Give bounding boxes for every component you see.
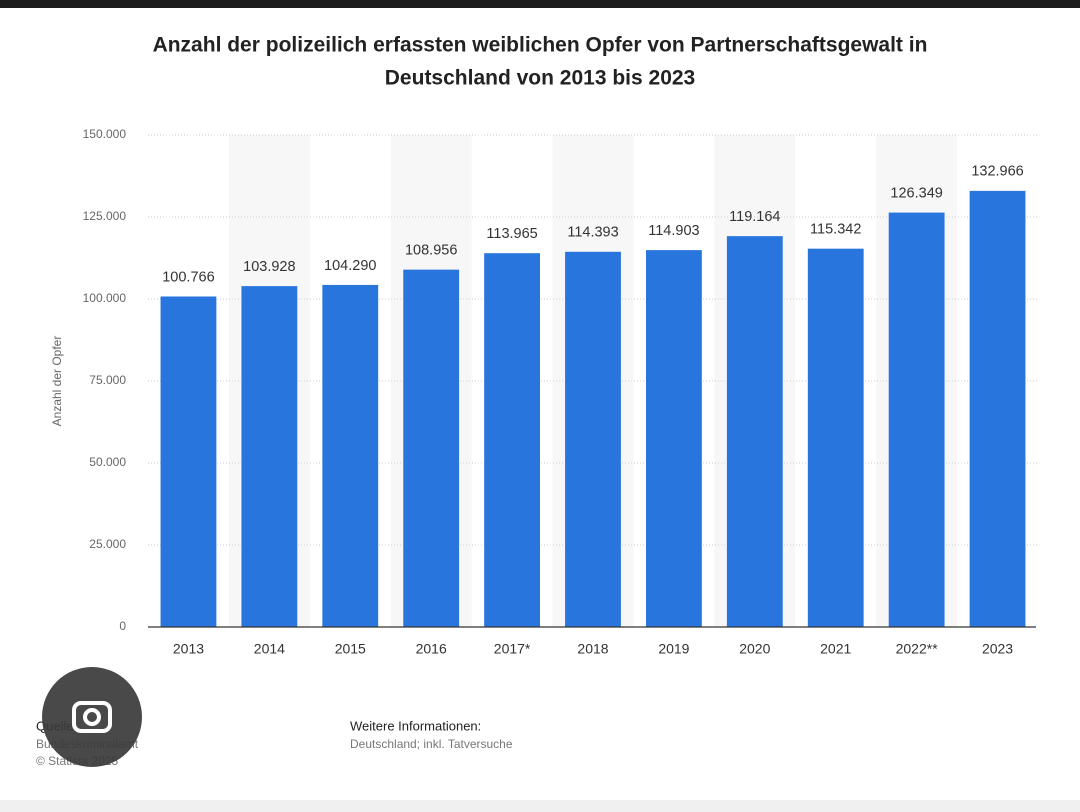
x-tick-label: 2016 [416,641,447,657]
y-tick-label: 50.000 [89,455,126,469]
lens-circle[interactable] [42,667,142,767]
x-tick-label: 2015 [335,641,366,657]
value-label: 100.766 [162,269,214,285]
info-line: Deutschland; inkl. Tatversuche [350,737,513,751]
value-label: 126.349 [890,185,942,201]
bar [645,250,702,627]
value-label: 108.956 [405,242,457,258]
x-tick-label: 2021 [820,641,851,657]
x-tick-label: 2023 [982,641,1013,657]
bar [565,251,621,627]
x-tick-label: 2020 [739,641,770,657]
x-tick-label: 2018 [577,641,608,657]
y-tick-label: 25.000 [89,537,126,551]
value-label: 119.164 [729,209,780,225]
x-tick-label: 2014 [254,641,285,657]
top-bar [0,0,1080,8]
lens-icon [83,708,101,726]
chart-title: Deutschland von 2013 bis 2023 [385,67,695,90]
lens-button[interactable] [42,667,142,767]
y-tick-label: 0 [119,619,126,633]
bar [241,286,298,627]
bar [807,248,864,628]
x-tick-label: 2019 [658,641,689,657]
lens-icon [72,701,112,733]
y-tick-label: 150.000 [83,127,127,141]
value-label: 114.903 [648,223,699,239]
x-tick-label: 2022** [896,641,939,657]
value-label: 103.928 [243,259,295,275]
bottom-strip [0,800,1080,812]
y-axis-label: Anzahl der Opfer [50,336,64,427]
value-label: 115.342 [810,222,861,238]
info-label: Weitere Informationen: [350,718,481,733]
y-tick-label: 100.000 [83,291,127,305]
x-tick-label: 2017* [494,641,531,657]
bar [160,296,217,627]
bar [969,190,1026,627]
value-label: 132.966 [971,164,1023,180]
bar [726,236,783,627]
bar [403,269,460,627]
y-tick-label: 125.000 [83,209,127,223]
value-label: 104.290 [324,258,376,274]
y-tick-label: 75.000 [89,373,126,387]
bars [160,190,1026,628]
chart-title: Anzahl der polizeilich erfassten weiblic… [153,34,928,57]
value-label: 113.965 [486,226,537,242]
value-label: 114.393 [567,225,618,241]
x-tick-label: 2013 [173,641,204,657]
bar [888,212,945,627]
bar [322,284,379,627]
bar [484,253,541,627]
